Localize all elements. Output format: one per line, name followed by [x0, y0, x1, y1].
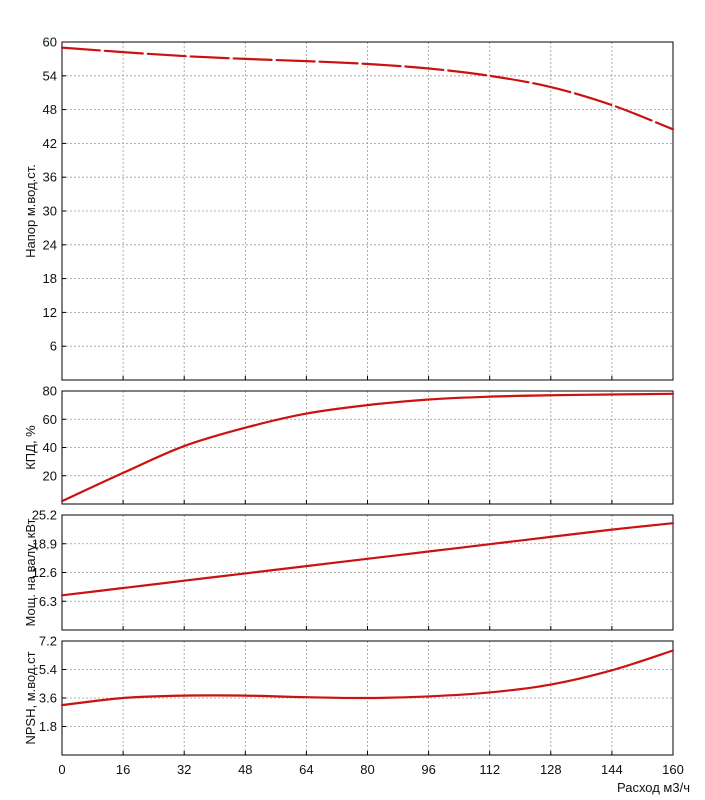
chart-panel-2: 20 40 60 80 КПД, % [23, 384, 675, 505]
y-tick-label: 30 [43, 204, 57, 219]
x-tick-label: 0 [58, 762, 65, 777]
y-tick-label: 60 [43, 412, 57, 427]
x-tick-label: 144 [601, 762, 623, 777]
series-line-3 [60, 522, 675, 597]
series-line-2 [60, 392, 675, 503]
y-tick-label: 1.8 [39, 719, 57, 734]
x-tick-label: 64 [299, 762, 313, 777]
y-tick-label: 42 [43, 136, 57, 151]
y-tick-label: 5.4 [39, 662, 57, 677]
plot-frame [61, 640, 674, 756]
y-tick-label: 12 [43, 305, 57, 320]
x-tick-label: 32 [177, 762, 191, 777]
x-tick-label: 16 [116, 762, 130, 777]
y-tick-label: 7.2 [39, 634, 57, 649]
y-axis-title: Напор м.вод.ст. [23, 164, 38, 258]
y-tick-label: 54 [43, 68, 57, 83]
plot-frame [61, 41, 674, 381]
y-tick-label: 48 [43, 102, 57, 117]
plot-frame [61, 514, 674, 631]
x-tick-label: 80 [360, 762, 374, 777]
y-tick-label: 20 [43, 468, 57, 483]
y-axis-title: Мощ. на валу, кВт [23, 518, 38, 626]
y-tick-label: 40 [43, 440, 57, 455]
plot-frame [61, 390, 674, 505]
y-tick-label: 25.2 [32, 508, 57, 523]
y-tick-label: 6.3 [39, 594, 57, 609]
x-tick-label: 96 [421, 762, 435, 777]
x-tick-label: 112 [479, 762, 500, 777]
y-axis-title: КПД, % [23, 425, 38, 470]
y-tick-label: 6 [50, 339, 57, 354]
y-tick-label: 12.6 [32, 565, 57, 580]
x-tick-label: 128 [540, 762, 562, 777]
y-tick-label: 18 [43, 271, 57, 286]
y-tick-label: 3.6 [39, 691, 57, 706]
y-tick-label: 80 [43, 384, 57, 399]
series-line-4 [60, 649, 675, 707]
y-axis-title: NPSH, м.вод.ст [23, 651, 38, 744]
x-tick-label: 160 [662, 762, 684, 777]
y-tick-label: 36 [43, 170, 57, 185]
y-tick-label: 24 [43, 237, 57, 252]
series-line-1 [60, 46, 675, 131]
chart-panel-1: 6 12 18 24 30 36 42 48 54 60 Напор м.вод.ст. [23, 35, 675, 381]
x-tick-label: 48 [238, 762, 252, 777]
y-tick-label: 60 [43, 35, 57, 50]
y-tick-label: 18.9 [32, 536, 57, 551]
x-axis-title: Расход м3/ч [617, 780, 690, 795]
